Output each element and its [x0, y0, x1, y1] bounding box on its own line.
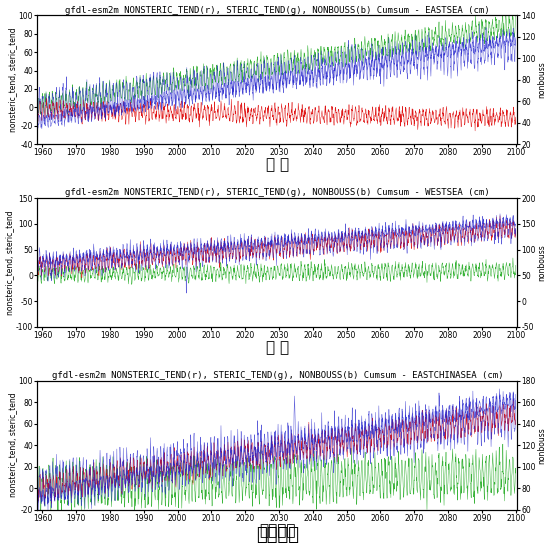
Y-axis label: nonsteric_tend, steric_tend: nonsteric_tend, steric_tend — [8, 393, 17, 497]
Title: gfdl-esm2m NONSTERIC_TEND(r), STERIC_TEND(g), NONBOUSS(b) Cumsum - EASTSEA (cm): gfdl-esm2m NONSTERIC_TEND(r), STERIC_TEN… — [65, 5, 490, 15]
Title: gfdl-esm2m NONSTERIC_TEND(r), STERIC_TEND(g), NONBOUSS(b) Cumsum - WESTSEA (cm): gfdl-esm2m NONSTERIC_TEND(r), STERIC_TEN… — [65, 188, 490, 197]
Title: gfdl-esm2m NONSTERIC_TEND(r), STERIC_TEND(g), NONBOUSS(b) Cumsum - EASTCHINASEA : gfdl-esm2m NONSTERIC_TEND(r), STERIC_TEN… — [52, 371, 503, 380]
Text: 동 해: 동 해 — [266, 158, 289, 172]
Y-axis label: nonbouss: nonbouss — [538, 244, 546, 281]
Y-axis label: nonsteric_tend, steric_tend: nonsteric_tend, steric_tend — [6, 210, 14, 315]
Text: 황 해: 황 해 — [266, 340, 289, 355]
Y-axis label: nonbouss: nonbouss — [538, 427, 546, 463]
Y-axis label: nonbouss: nonbouss — [538, 61, 546, 98]
Text: 동중국해: 동중국해 — [256, 526, 299, 545]
Y-axis label: nonsteric_tend, steric_tend: nonsteric_tend, steric_tend — [8, 27, 17, 132]
Text: 동중국해: 동중국해 — [259, 523, 296, 537]
